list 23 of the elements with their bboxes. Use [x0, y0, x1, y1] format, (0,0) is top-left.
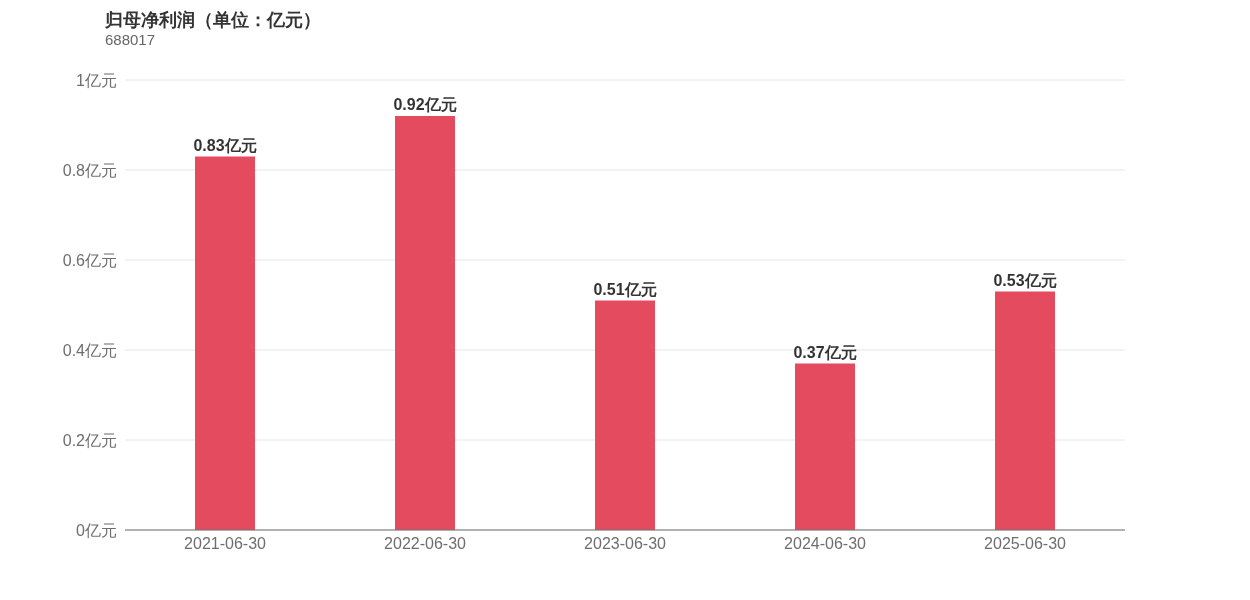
y-tick-label: 0亿元 [76, 521, 117, 539]
data-label: 0.92亿元 [393, 96, 457, 113]
y-tick-label: 0.2亿元 [62, 431, 117, 449]
y-tick-label: 1亿元 [76, 71, 117, 89]
data-label: 0.53亿元 [993, 271, 1057, 289]
x-tick-label: 2021-06-30 [184, 535, 267, 553]
chart-title: 归母净利润（单位：亿元） [105, 9, 321, 32]
x-tick-label: 2022-06-30 [384, 535, 467, 553]
y-tick-label: 0.4亿元 [62, 341, 117, 359]
bar [995, 291, 1055, 530]
bar [795, 363, 855, 530]
x-tick-label: 2025-06-30 [984, 535, 1067, 553]
bar [595, 300, 655, 530]
x-tick-label: 2024-06-30 [784, 535, 867, 553]
y-tick-label: 0.6亿元 [62, 251, 117, 269]
data-label: 0.51亿元 [593, 280, 657, 298]
bar [395, 116, 455, 530]
data-label: 0.37亿元 [793, 343, 857, 361]
bar [195, 156, 255, 530]
data-label: 0.83亿元 [193, 136, 257, 154]
chart-subtitle: 688017 [105, 31, 156, 48]
y-tick-label: 0.8亿元 [62, 161, 117, 179]
x-tick-label: 2023-06-30 [584, 535, 667, 553]
